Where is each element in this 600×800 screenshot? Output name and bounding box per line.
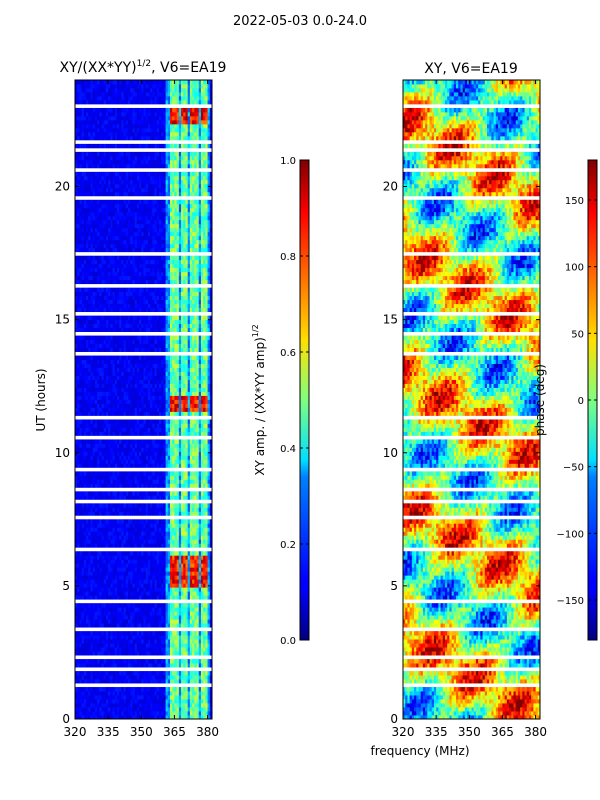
phase-cbar-tick-label: −150 [557, 596, 584, 607]
phase-ytick-label: 15 [383, 313, 398, 327]
amp-heatmap [75, 80, 212, 719]
phase-xtick-label: 380 [524, 725, 547, 739]
phase-xtick-label: 350 [458, 725, 481, 739]
phase-cbar-tick-label: −50 [563, 463, 584, 474]
amp-ytick-label: 20 [55, 180, 70, 194]
phase-ytick-label: 10 [383, 446, 398, 460]
phase-cbar-tick-label: 150 [565, 196, 584, 207]
amp-ylabel: UT (hours) [34, 368, 48, 431]
phase-xtick-label: 335 [425, 725, 448, 739]
amp-xtick-label: 320 [64, 725, 87, 739]
phase-cbar-tick-label: −100 [557, 529, 584, 540]
phase-ytick-label: 20 [383, 180, 398, 194]
amp-cbar-tick-label: 0.6 [280, 348, 296, 359]
amp-xtick-label: 380 [196, 725, 219, 739]
amp-ytick-label: 5 [62, 579, 70, 593]
frequency-xlabel: frequency (MHz) [370, 744, 469, 758]
phase-xtick-label: 365 [491, 725, 514, 739]
amp-ytick-label: 0 [62, 712, 70, 726]
phase-cbar-tick-label: 100 [565, 263, 584, 274]
amp-cbar-tick-label: 0.0 [280, 636, 296, 647]
amp-cbar-tick-label: 0.2 [280, 540, 296, 551]
phase-panel-title: XY, V6=EA19 [424, 61, 518, 77]
phase-heatmap [403, 80, 540, 719]
amp-cbar-tick-label: 0.8 [280, 252, 296, 263]
phase-ytick-label: 0 [390, 712, 398, 726]
phase-cbar-tick-label: 50 [571, 329, 584, 340]
amp-cbar-tick-label: 1.0 [280, 156, 296, 167]
phase-cbar-tick-label: 0 [578, 396, 584, 407]
phase-ytick-label: 5 [390, 579, 398, 593]
amp-xtick-label: 335 [97, 725, 120, 739]
amp-ytick-label: 15 [55, 313, 70, 327]
amp-colorbar-label: XY amp. / (XX*YY amp)1/2 [251, 324, 267, 475]
amp-ytick-label: 10 [55, 446, 70, 460]
amp-xtick-label: 350 [130, 725, 153, 739]
phase-xtick-label: 320 [392, 725, 415, 739]
amp-colorbar [300, 160, 309, 640]
amp-panel-title: XY/(XX*YY)1/2, V6=EA19 [60, 59, 227, 76]
amp-cbar-tick-label: 0.4 [280, 444, 296, 455]
amp-xtick-label: 365 [163, 725, 186, 739]
phase-colorbar-label: phase (deg) [533, 364, 547, 436]
